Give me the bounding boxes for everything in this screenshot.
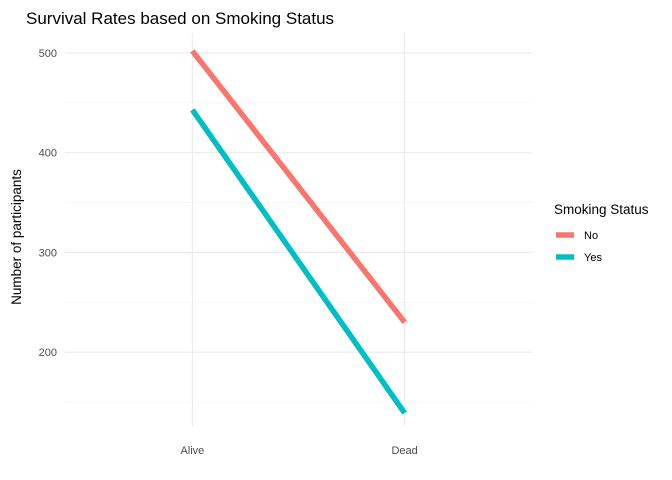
y-tick-label: 300 xyxy=(39,247,57,259)
x-tick-label: Alive xyxy=(180,445,204,457)
legend-items: No Yes xyxy=(556,230,602,264)
y-axis-title: Number of participants xyxy=(9,169,24,305)
series-line-no xyxy=(190,49,407,324)
y-tick-label: 500 xyxy=(39,48,57,60)
grid xyxy=(65,33,532,427)
legend-label-no: No xyxy=(584,230,598,242)
y-tick-label: 400 xyxy=(39,148,57,160)
legend: Smoking Status No Yes xyxy=(554,202,649,264)
x-tick-label: Dead xyxy=(391,445,417,457)
x-axis-ticks: Alive Dead xyxy=(180,445,417,457)
y-axis-ticks: 200 300 400 500 xyxy=(39,48,57,359)
chart-title: Survival Rates based on Smoking Status xyxy=(26,9,334,28)
series-line-yes xyxy=(190,108,407,415)
legend-title: Smoking Status xyxy=(554,202,649,217)
series-lines xyxy=(190,49,407,415)
y-tick-label: 200 xyxy=(39,347,57,359)
legend-label-yes: Yes xyxy=(584,252,602,264)
